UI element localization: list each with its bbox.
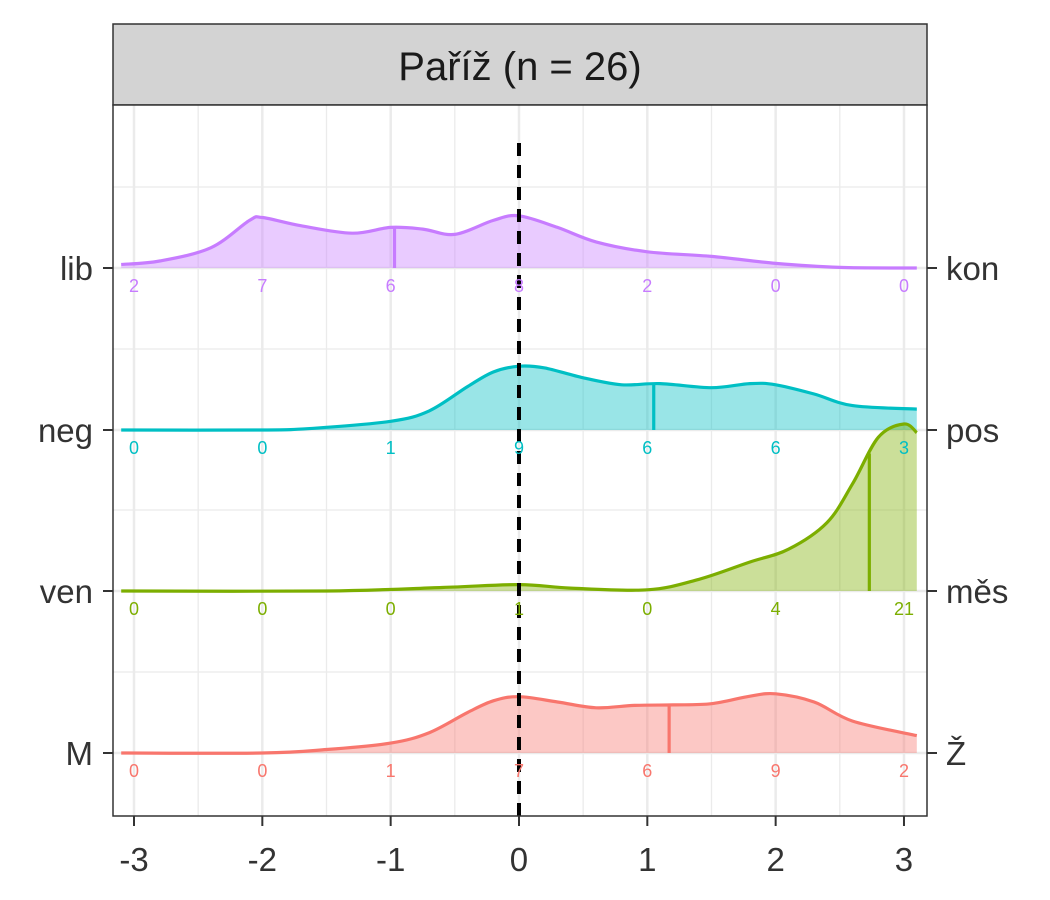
y-label-left-lib: lib [60,250,93,287]
panel-border [112,104,928,817]
x-tick-label: 1 [638,841,656,878]
count-label: 0 [899,276,909,296]
count-label: 3 [899,438,909,458]
y-label-right-pos: pos [946,412,999,449]
count-label: 2 [129,276,139,296]
axes: lib kon neg pos ven měs M Ž -3 -2 -1 0 1 2 3 [38,250,1008,878]
count-label: 2 [642,276,652,296]
count-label: 0 [257,761,267,781]
count-labels: 2 7 6 8 2 0 0 0 0 1 9 6 6 3 0 0 0 1 0 4 21 0 0 1 7 6 9 2 [129,276,914,781]
ridge-neg [121,364,917,432]
density-line-lib [121,213,917,270]
y-label-left-M: M [66,735,94,772]
facet-strip [112,23,928,106]
x-tick-label: -2 [248,841,277,878]
count-label: 1 [386,761,396,781]
y-label-left-ven: ven [40,573,93,610]
count-label: 0 [386,599,396,619]
y-label-right-kon: kon [946,250,999,287]
y-label-right-měs: měs [946,573,1008,610]
count-label: 4 [771,599,781,619]
count-label: 21 [894,599,914,619]
count-label: 1 [386,438,396,458]
x-tick-label: 2 [766,841,784,878]
density-area-ven [121,423,917,592]
x-tick-label: 3 [895,841,913,878]
x-tick-label: -3 [119,841,148,878]
count-label: 7 [257,276,267,296]
count-label: 8 [514,276,524,296]
x-tick-label: 0 [510,841,528,878]
ridge-ven [121,422,918,593]
count-label: 0 [129,761,139,781]
density-line-neg [121,364,917,432]
count-label: 0 [771,276,781,296]
facet-title: Paříž (n = 26) [398,45,641,89]
count-label: 2 [899,761,909,781]
count-label: 1 [514,599,524,619]
count-label: 6 [386,276,396,296]
count-label: 7 [514,761,524,781]
count-label: 9 [771,761,781,781]
y-label-left-neg: neg [38,412,93,449]
y-label-right-Ž: Ž [946,735,966,772]
count-label: 0 [129,599,139,619]
count-label: 9 [514,438,524,458]
density-line-M [121,691,918,755]
density-area-neg [121,365,917,431]
count-label: 6 [771,438,781,458]
density-line-ven [121,422,918,593]
count-label: 0 [257,599,267,619]
x-tick-label: -1 [376,841,405,878]
count-label: 0 [257,438,267,458]
count-label: 6 [642,438,652,458]
count-label: 0 [642,599,652,619]
count-label: 0 [129,438,139,458]
count-label: 6 [642,761,652,781]
